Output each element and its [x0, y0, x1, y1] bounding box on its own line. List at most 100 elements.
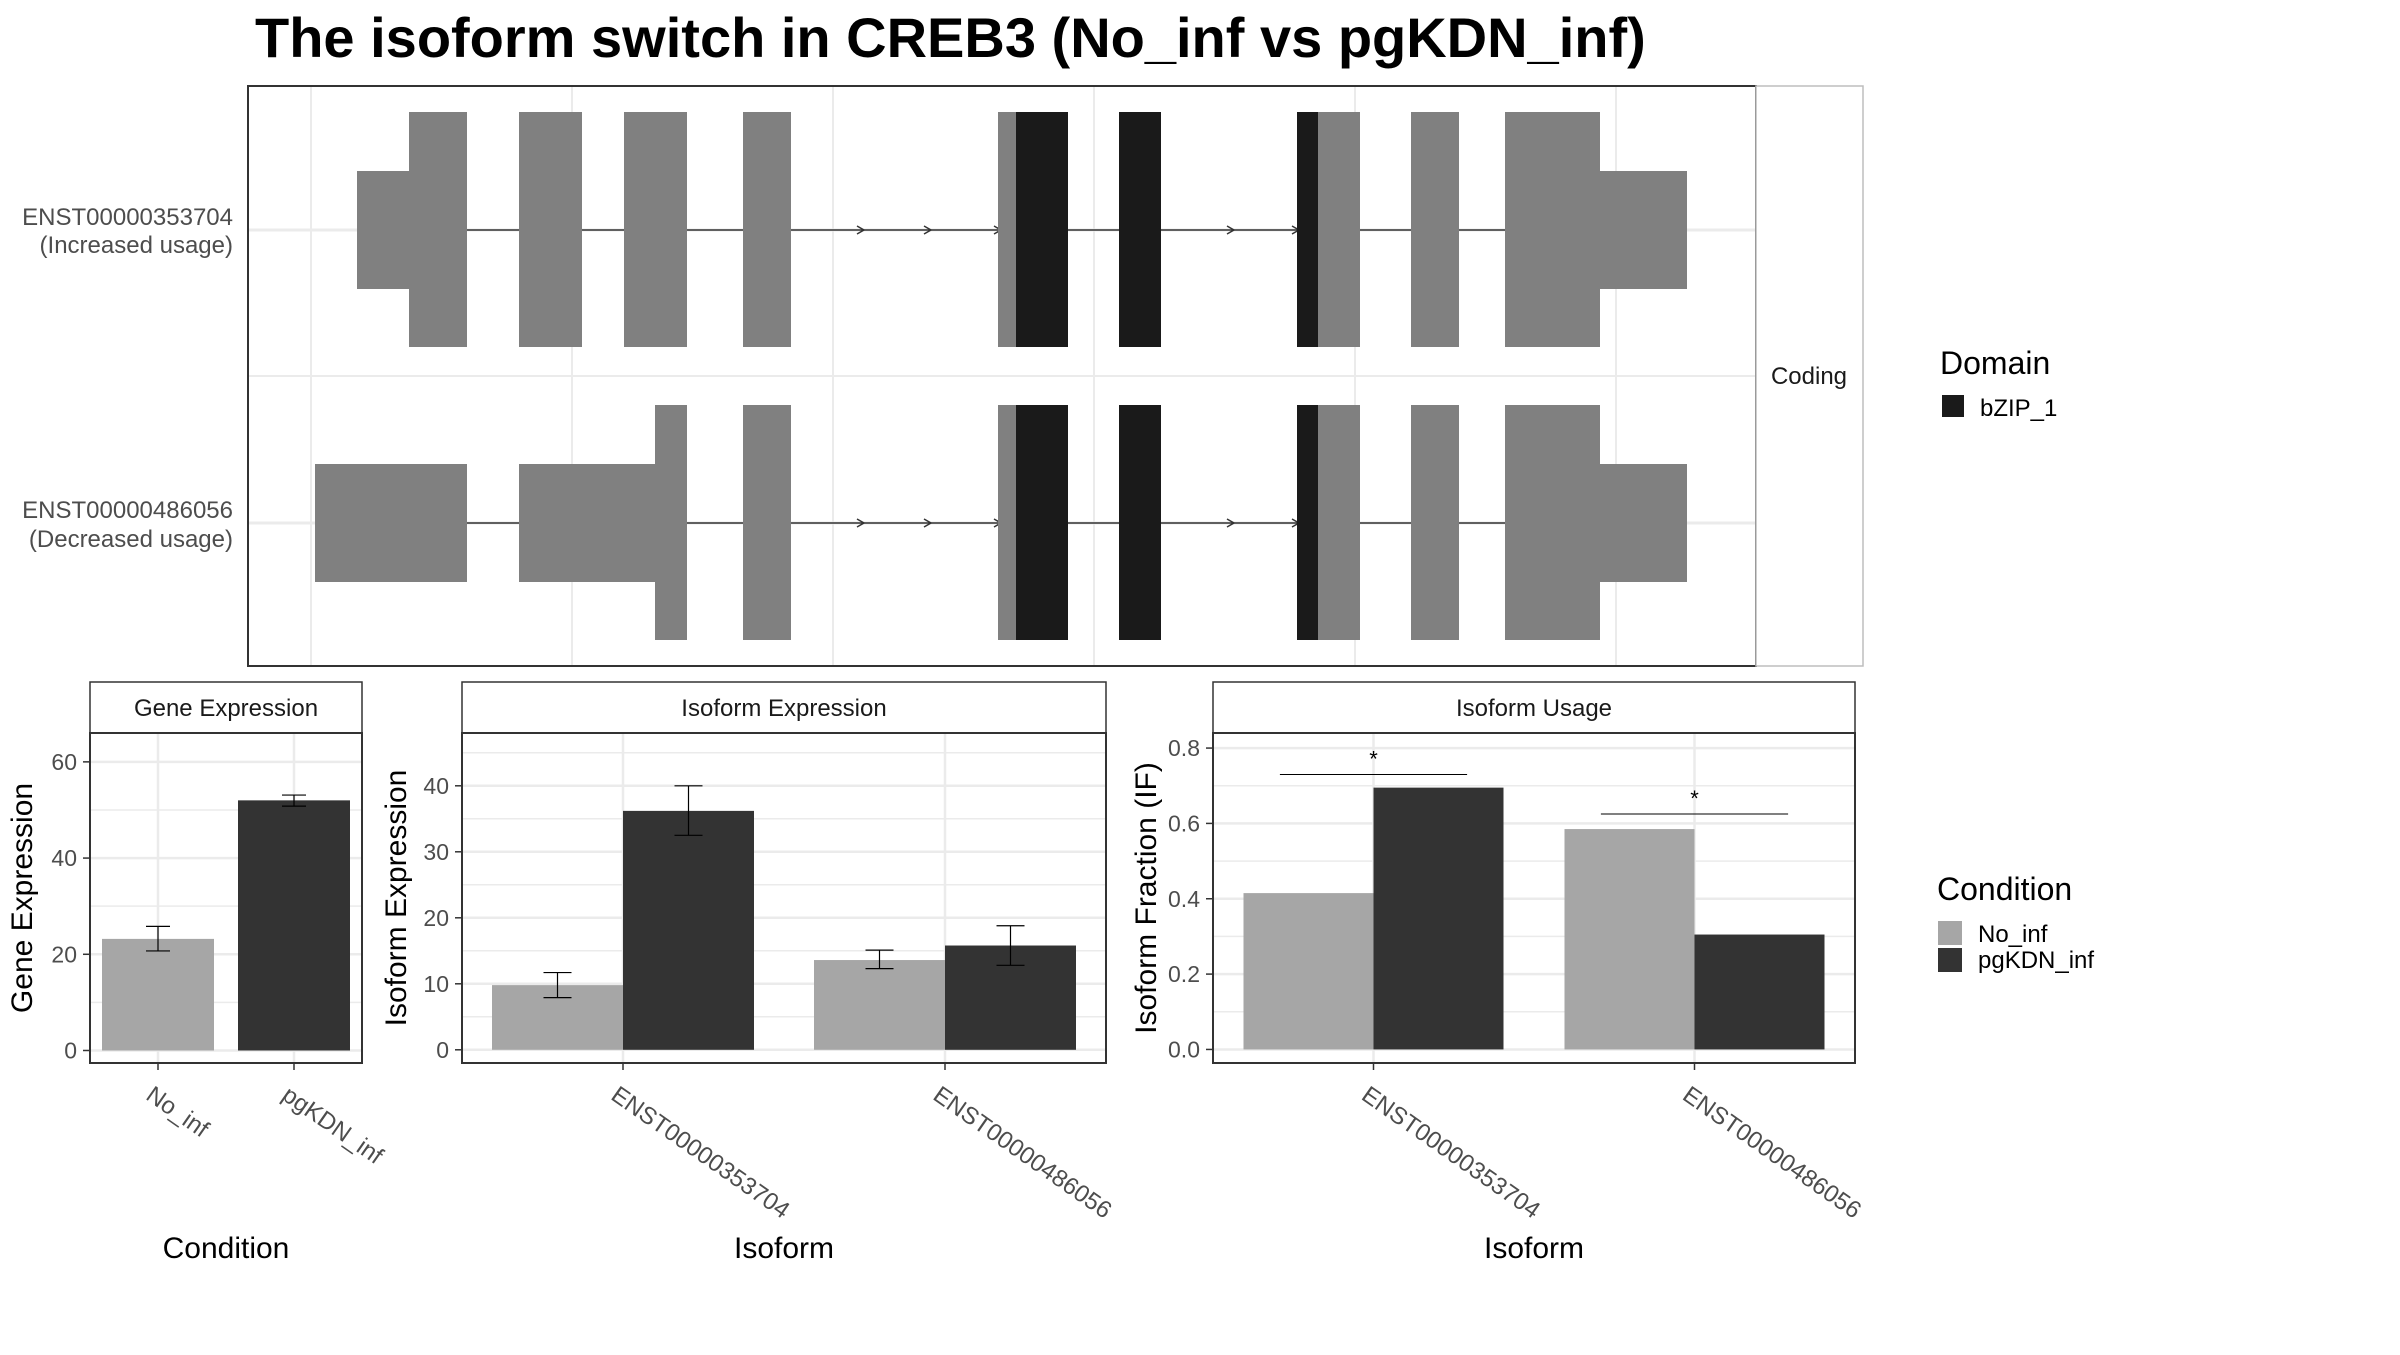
bzip-domain-exon: [1119, 112, 1161, 347]
significance-label: *: [1369, 746, 1378, 771]
plot-border: [461, 732, 1107, 1064]
coding-exon: [1505, 112, 1600, 347]
strand-arrow-icon: [1226, 518, 1236, 528]
transcript-label-2-usage: (Decreased usage): [29, 526, 233, 553]
domain-legend-swatch: [1942, 395, 1964, 417]
utr-exon: [357, 171, 410, 289]
x-axis-title: Isoform: [1484, 1232, 1584, 1265]
chart-title: The isoform switch in CREB3 (No_inf vs p…: [255, 6, 1646, 69]
strand-arrow-icon: [923, 225, 933, 235]
x-tick-label: pgKDN_inf: [277, 1081, 388, 1170]
panel-title: Isoform Expression: [681, 695, 886, 722]
coding-exon: [1318, 405, 1360, 640]
coding-exon: [998, 405, 1018, 640]
x-tick-label: ENST00000486056: [928, 1081, 1116, 1224]
condition-legend: Condition No_inf pgKDN_inf: [1937, 871, 2094, 974]
strand-arrow-icon: [923, 518, 933, 528]
coding-strip-label: Coding: [1771, 363, 1847, 390]
bzip-domain-exon: [1016, 112, 1068, 347]
transcript-label-1-usage: (Increased usage): [40, 232, 233, 259]
condition-legend-entry-no-inf: No_inf: [1978, 921, 2048, 948]
domain-legend: Domain bZIP_1: [1940, 345, 2057, 422]
bar-no-inf: [814, 960, 945, 1050]
plot-border: [1212, 732, 1856, 1064]
x-axis-title: Condition: [163, 1232, 290, 1265]
y-tick-label: 0.6: [1168, 810, 1200, 836]
transcript-label-2-id: ENST00000486056: [22, 497, 233, 524]
coding-exon: [655, 405, 687, 640]
coding-exon: [519, 112, 582, 347]
significance-label: *: [1690, 786, 1699, 811]
transcript-label-1-id: ENST00000353704: [22, 204, 233, 231]
transcript-track-2: [315, 405, 1687, 640]
bar-no-inf: [1243, 893, 1374, 1050]
utr-exon: [315, 464, 467, 582]
panel-strip: [89, 681, 363, 734]
strand-arrow-icon: [856, 518, 866, 528]
coding-exon: [743, 112, 791, 347]
y-tick-label: 0.0: [1168, 1036, 1200, 1062]
condition-legend-entry-pgkdn-inf: pgKDN_inf: [1978, 947, 2094, 974]
x-axis-title: Isoform: [734, 1232, 834, 1265]
bzip-domain-exon: [1016, 405, 1068, 640]
structure-panel: Coding ENST00000353704 (Increased usage)…: [22, 85, 1864, 667]
x-tick-label: ENST00000486056: [1678, 1081, 1866, 1224]
utr-exon: [519, 464, 656, 582]
x-tick-label: ENST00000353704: [606, 1081, 794, 1224]
y-tick-label: 60: [51, 749, 77, 775]
y-tick-label: 0: [64, 1037, 77, 1063]
y-tick-label: 40: [423, 773, 449, 799]
y-tick-label: 30: [423, 839, 449, 865]
bar-no-inf: [102, 938, 214, 1051]
bar-pgkdn-inf: [1694, 934, 1825, 1050]
panel-strip: [1212, 681, 1856, 734]
y-tick-label: 0: [436, 1037, 449, 1063]
y-tick-label: 40: [51, 845, 77, 871]
y-axis-title: Isoform Expression: [380, 770, 413, 1027]
coding-exon: [1411, 112, 1459, 347]
utr-exon: [1598, 464, 1687, 582]
x-tick-label: No_inf: [141, 1081, 214, 1143]
isoform-usage-panel: Isoform Usage * * 0.0 0.2 0.4 0.6 0.8 ENST000003…: [1130, 681, 1866, 1265]
bzip-domain-exon: [1119, 405, 1161, 640]
bzip-domain-exon: [1297, 405, 1319, 640]
isoform-expression-panel: Isoform Expression 0 10 20 30 40 ENST000003537…: [380, 681, 1116, 1265]
domain-legend-title: Domain: [1940, 345, 2050, 381]
coding-exon: [1411, 405, 1459, 640]
strand-arrow-icon: [856, 225, 866, 235]
gene-expression-panel: Gene Expression 0 20 40 60 No_inf pgKDN_inf Con…: [6, 681, 388, 1265]
utr-exon: [1598, 171, 1687, 289]
y-tick-label: 20: [51, 941, 77, 967]
panel-title: Gene Expression: [134, 695, 318, 722]
bar-pgkdn-inf: [238, 800, 350, 1051]
coding-exon: [409, 112, 467, 347]
y-tick-label: 20: [423, 905, 449, 931]
panel-strip: [461, 681, 1107, 734]
y-tick-label: 0.8: [1168, 735, 1200, 761]
bar-no-inf: [1564, 829, 1695, 1050]
y-tick-label: 0.4: [1168, 886, 1200, 912]
coding-exon: [1318, 112, 1360, 347]
condition-legend-swatch-no-inf: [1938, 921, 1962, 945]
domain-legend-entry: bZIP_1: [1980, 395, 2057, 422]
y-axis-title: Isoform Fraction (IF): [1130, 762, 1163, 1034]
y-tick-label: 0.2: [1168, 961, 1200, 987]
strand-arrow-icon: [1226, 225, 1236, 235]
y-axis-title: Gene Expression: [6, 783, 39, 1013]
plot-border: [89, 732, 363, 1064]
x-tick-label: ENST00000353704: [1357, 1081, 1545, 1224]
panel-title: Isoform Usage: [1456, 695, 1612, 722]
transcript-track-1: [357, 112, 1687, 347]
coding-exon: [1505, 405, 1600, 640]
condition-legend-swatch-pgkdn-inf: [1938, 948, 1962, 972]
bar-pgkdn-inf: [1373, 787, 1504, 1050]
coding-strip: [1755, 85, 1864, 667]
bar-pgkdn-inf: [623, 810, 754, 1050]
coding-exon: [998, 112, 1018, 347]
condition-legend-title: Condition: [1937, 871, 2072, 907]
coding-exon: [624, 112, 687, 347]
y-tick-label: 10: [423, 971, 449, 997]
coding-exon: [743, 405, 791, 640]
